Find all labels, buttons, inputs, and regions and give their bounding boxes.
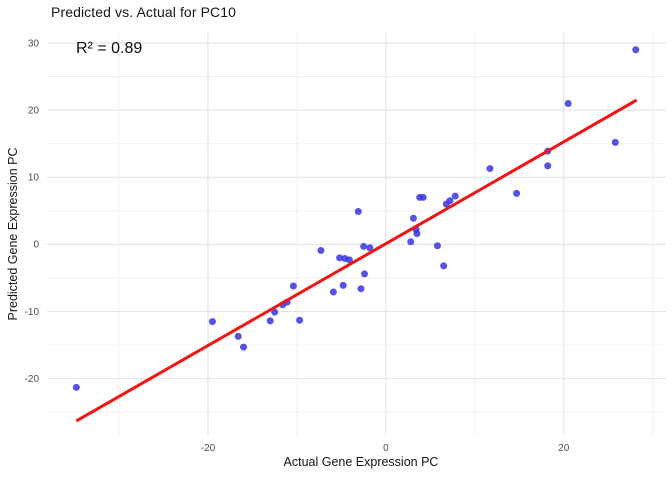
y-tick-label: 30 bbox=[28, 38, 40, 49]
x-tick-label: -20 bbox=[201, 443, 216, 454]
x-tick-label: 20 bbox=[558, 443, 570, 454]
data-point bbox=[433, 242, 441, 250]
x-tick-label: 0 bbox=[383, 443, 389, 454]
data-point bbox=[271, 308, 279, 316]
data-point bbox=[440, 262, 448, 270]
data-point bbox=[611, 138, 619, 146]
data-point bbox=[451, 192, 459, 200]
regression-line bbox=[75, 98, 638, 423]
y-tick-label: 20 bbox=[28, 105, 40, 116]
y-tick-label: -20 bbox=[25, 374, 40, 385]
data-point bbox=[289, 282, 297, 290]
data-point bbox=[329, 288, 337, 296]
y-tick-label: 10 bbox=[28, 173, 40, 184]
data-point bbox=[544, 162, 552, 170]
data-point bbox=[564, 99, 572, 107]
data-point bbox=[632, 46, 640, 54]
y-tick-label: -10 bbox=[25, 307, 40, 318]
data-point bbox=[409, 214, 417, 222]
data-point bbox=[366, 244, 374, 252]
data-point bbox=[266, 317, 274, 325]
data-point bbox=[208, 318, 216, 326]
data-point bbox=[72, 383, 80, 391]
y-axis-title: Predicted Gene Expression PC bbox=[6, 147, 20, 321]
x-axis-title-text: Actual Gene Expression PC bbox=[283, 455, 439, 469]
y-tick-label: 0 bbox=[33, 240, 39, 251]
data-point bbox=[345, 256, 353, 264]
data-point bbox=[336, 254, 344, 262]
data-point bbox=[413, 230, 421, 238]
data-point bbox=[234, 332, 242, 340]
data-point bbox=[361, 270, 369, 278]
data-point bbox=[296, 316, 304, 324]
data-point bbox=[357, 285, 365, 293]
data-point bbox=[419, 193, 427, 201]
data-point bbox=[354, 208, 362, 216]
data-point bbox=[513, 189, 521, 197]
data-point bbox=[446, 197, 454, 205]
data-point bbox=[240, 343, 248, 351]
plot-title: Predicted vs. Actual for PC10 bbox=[51, 4, 236, 20]
data-point bbox=[360, 242, 368, 250]
data-point bbox=[407, 238, 415, 246]
r-squared-annotation: R² = 0.89 bbox=[76, 40, 143, 57]
data-point bbox=[317, 246, 325, 254]
x-axis-title: Actual Gene Expression PC bbox=[0, 455, 672, 469]
data-point bbox=[486, 165, 494, 173]
data-point bbox=[339, 281, 347, 289]
